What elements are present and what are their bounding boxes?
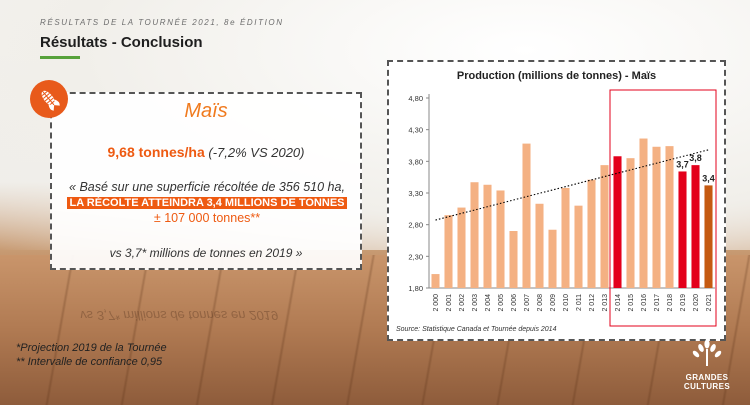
x-tick-label: 2 014 xyxy=(615,294,622,312)
summary-panel: Maïs 9,68 tonnes/ha (-7,2% VS 2020) « Ba… xyxy=(50,92,362,270)
bar-2016 xyxy=(639,138,648,288)
quote-start: « Basé sur une superficie récoltée de 35… xyxy=(69,180,345,194)
bar-2007 xyxy=(522,143,531,288)
bar-2019 xyxy=(678,171,687,288)
x-tick-label: 2 011 xyxy=(576,294,583,311)
comparison-2019: vs 3,7* millions de tonnes en 2019 » xyxy=(109,246,303,260)
crop-name: Maïs xyxy=(184,100,228,122)
bar-2006 xyxy=(509,231,518,288)
bar-2003 xyxy=(470,182,479,288)
text-reflection: vs 3,7* millions de tonnes en 2019 xyxy=(80,308,279,323)
wheat-icon xyxy=(692,339,722,366)
data-label-2021: 3,4 xyxy=(702,173,715,183)
title-underline xyxy=(40,56,80,59)
yield-change: (-7,2% VS 2020) xyxy=(208,145,305,160)
bar-2017 xyxy=(652,146,661,288)
y-tick-label: 2,80 xyxy=(408,221,423,230)
x-tick-label: 2 009 xyxy=(550,294,557,312)
x-tick-label: 2 003 xyxy=(472,294,479,312)
x-tick-label: 2 001 xyxy=(446,294,453,312)
x-tick-label: 2 013 xyxy=(602,294,609,312)
x-tick-label: 2 007 xyxy=(524,294,531,312)
bar-2018 xyxy=(665,146,674,288)
quote-highlight: LA RÉCOLTE ATTEINDRA 3,4 MILLIONS DE TON… xyxy=(67,197,347,209)
page-title: Résultats - Conclusion xyxy=(40,34,203,51)
x-tick-label: 2 018 xyxy=(667,294,674,312)
data-label-2020: 3,8 xyxy=(689,153,702,163)
chart-panel: Production (millions de tonnes) - Maïs 1… xyxy=(387,60,726,341)
harvest-quote: « Basé sur une superficie récoltée de 35… xyxy=(62,180,352,226)
x-tick-label: 2 004 xyxy=(485,294,492,312)
trendline xyxy=(435,149,709,221)
x-tick-label: 2 008 xyxy=(537,294,544,312)
bar-2009 xyxy=(548,229,557,288)
footnote-projection: *Projection 2019 de la Tournée xyxy=(16,342,167,354)
yield-line: 9,68 tonnes/ha (-7,2% VS 2020) xyxy=(52,144,360,160)
y-tick-label: 4,30 xyxy=(408,126,423,135)
x-tick-label: 2 016 xyxy=(641,294,648,312)
bar-2014 xyxy=(613,156,622,288)
grandes-cultures-logo: GRANDES CULTURES xyxy=(676,338,738,391)
x-tick-label: 2 017 xyxy=(654,294,661,312)
bar-2002 xyxy=(457,207,466,288)
bar-2008 xyxy=(535,203,544,288)
bar-2005 xyxy=(496,190,505,288)
x-tick-label: 2 002 xyxy=(459,294,466,312)
x-tick-label: 2 021 xyxy=(706,294,713,312)
x-tick-label: 2 000 xyxy=(433,294,440,312)
bar-2001 xyxy=(444,215,453,288)
logo-line1: GRANDES xyxy=(685,373,729,382)
data-label-2019: 3,7 xyxy=(676,159,689,169)
corn-badge xyxy=(30,80,68,118)
x-tick-label: 2 006 xyxy=(511,294,518,312)
corn-icon xyxy=(41,90,60,111)
yield-value: 9,68 tonnes/ha xyxy=(107,144,205,160)
logo-line2: CULTURES xyxy=(683,382,731,391)
header-subtitle: RÉSULTATS DE LA TOURNÉE 2021, 8e ÉDITION xyxy=(40,18,284,27)
bar-2015 xyxy=(626,158,635,288)
x-tick-label: 2 012 xyxy=(589,294,596,312)
bar-2011 xyxy=(574,205,583,288)
highlight-box xyxy=(609,89,717,327)
x-tick-label: 2 020 xyxy=(693,294,700,312)
x-tick-label: 2 005 xyxy=(498,294,505,312)
bar-2021 xyxy=(704,185,713,288)
y-tick-label: 3,80 xyxy=(408,157,423,166)
y-tick-label: 3,30 xyxy=(408,189,423,198)
bar-2010 xyxy=(561,187,570,288)
y-tick-label: 4,80 xyxy=(408,94,423,103)
bar-2020 xyxy=(691,165,700,288)
bar-2013 xyxy=(600,165,609,288)
chart-source: Source: Statistique Canada et Tournée de… xyxy=(396,326,557,333)
bar-2012 xyxy=(587,179,596,288)
y-tick-label: 2,30 xyxy=(408,252,423,261)
production-chart: 1,80 2,30 2,80 3,30 3,80 4,30 4,80 2 000 2 001 2 … xyxy=(408,89,717,327)
chart-title: Production (millions de tonnes) - Maïs xyxy=(456,70,657,82)
x-tick-label: 2 019 xyxy=(680,294,687,312)
x-tick-label: 2 010 xyxy=(563,294,570,312)
bar-2000 xyxy=(431,274,440,288)
quote-margin: ± 107 000 tonnes** xyxy=(153,211,261,225)
bar-2004 xyxy=(483,184,492,288)
x-tick-label: 2 015 xyxy=(628,294,635,312)
footnote-interval: ** Intervalle de confiance 0,95 xyxy=(16,356,163,368)
y-tick-label: 1,80 xyxy=(408,284,423,293)
